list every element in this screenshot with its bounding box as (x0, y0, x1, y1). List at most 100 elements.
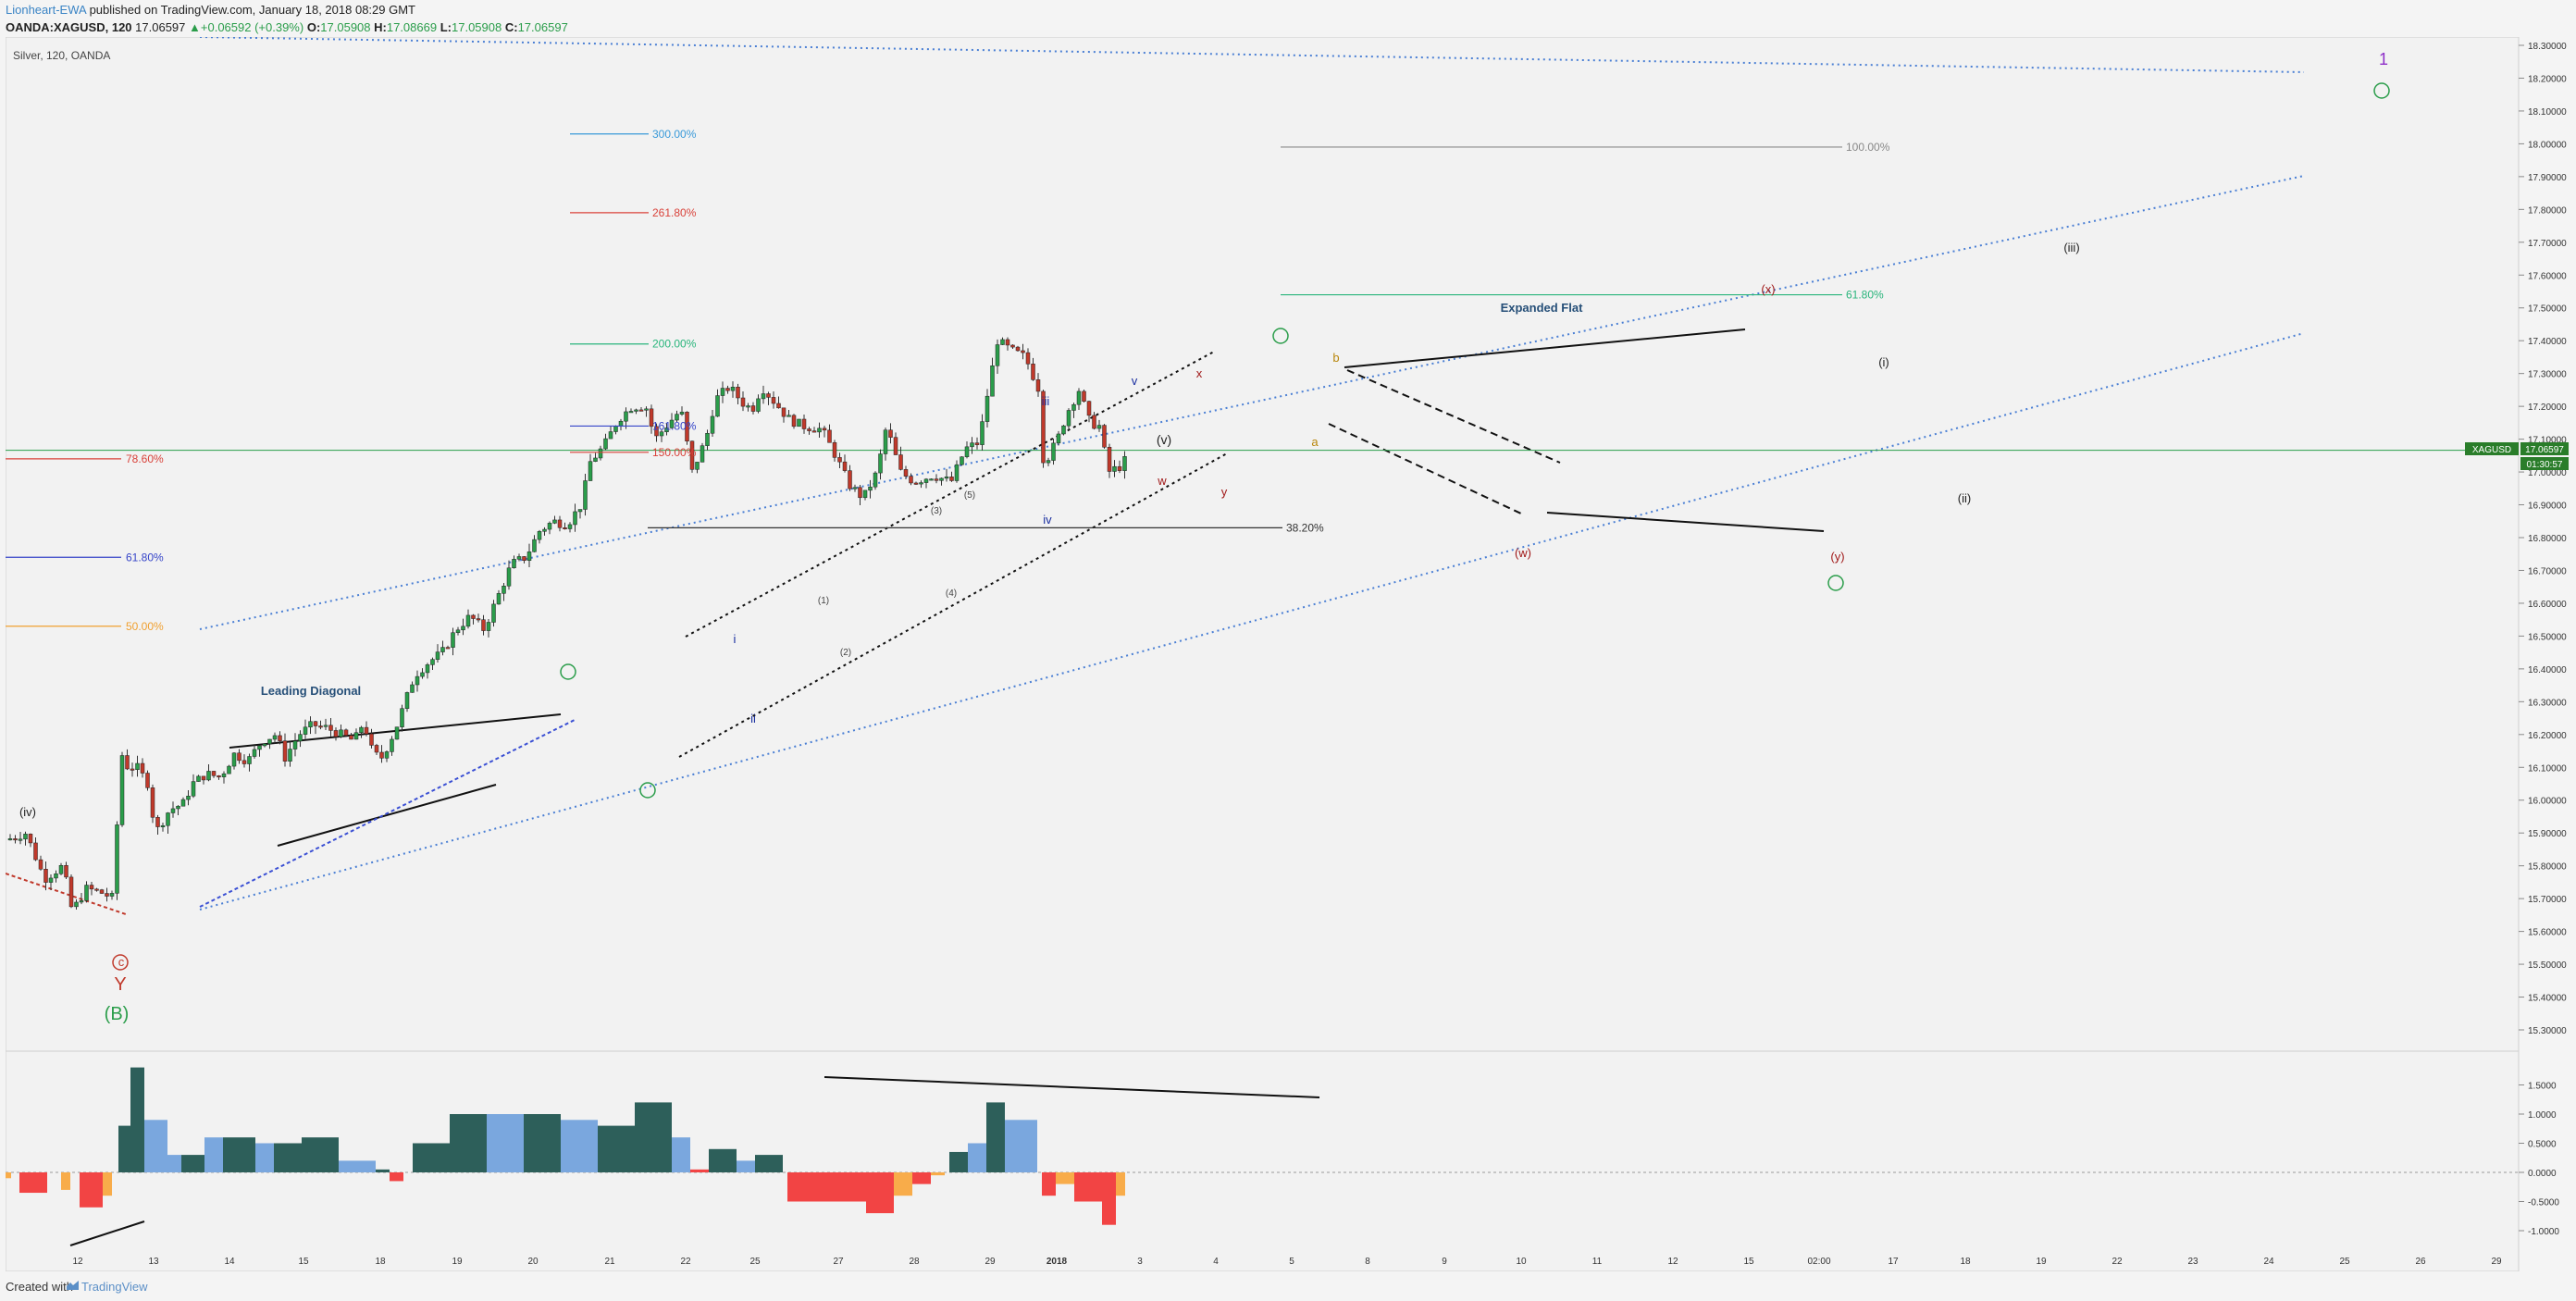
candle-body (1015, 346, 1021, 352)
candle-body (1102, 425, 1107, 448)
time-tick-label: 2018 (1046, 1257, 1068, 1267)
candle-body (776, 403, 781, 409)
candle-body (862, 489, 868, 499)
candle-body (404, 692, 410, 709)
wave-label: v (1132, 374, 1138, 388)
candle-body (282, 740, 288, 762)
candle-body (247, 756, 252, 764)
price-axis[interactable]: 18.30000 18.20000 18.10000 18.00000 17.90000… (2519, 42, 2567, 1036)
candle-body (135, 762, 140, 770)
price-tick-label: 17.60000 (2528, 271, 2567, 281)
wave-label: w (1157, 474, 1167, 488)
candle-body (394, 726, 400, 740)
candle-body (160, 824, 166, 827)
oscillator-bar (1074, 1172, 1102, 1202)
candle-body (888, 429, 893, 438)
price-tick-label: 17.10000 (2528, 436, 2567, 446)
candle-body (720, 388, 725, 396)
candle-body (522, 556, 526, 561)
candle-body (343, 729, 349, 737)
candle-body (547, 523, 552, 530)
author-link[interactable]: Lionheart-EWA (6, 3, 86, 17)
oscillator-bar (103, 1172, 112, 1196)
circled-label-mark (639, 782, 656, 799)
candle-body (761, 393, 766, 400)
candle-body (89, 885, 94, 890)
candle-body (710, 415, 715, 434)
candle-body (7, 838, 13, 841)
candle-body (980, 421, 985, 445)
time-tick-label: 25 (749, 1257, 761, 1267)
candle-body (649, 408, 654, 427)
tradingview-link[interactable]: TradingView (81, 1280, 148, 1294)
candle-body (985, 395, 990, 422)
candle-body (99, 889, 105, 894)
candle-body (115, 824, 119, 894)
oscillator-bar (949, 1151, 968, 1172)
candle-body (644, 408, 649, 411)
price-tick-label: 16.40000 (2528, 665, 2567, 675)
oscillator-bar (635, 1102, 672, 1172)
candle-body (68, 876, 74, 908)
time-tick-label: 15 (1743, 1257, 1754, 1267)
candle-body (1071, 403, 1076, 411)
candle-body (105, 893, 109, 897)
circled-label-mark (112, 954, 129, 971)
close-value: 17.06597 (517, 20, 568, 34)
candle-body (13, 838, 18, 841)
candle-body (537, 531, 542, 540)
price-tick-label: 17.20000 (2528, 403, 2567, 413)
oscillator-bar (1005, 1120, 1037, 1172)
candle-body (496, 593, 502, 605)
oscillator-bar (223, 1137, 255, 1172)
candle-body (58, 865, 64, 874)
candle-body (33, 842, 38, 861)
candle-body (1056, 433, 1061, 444)
candle-body (1031, 364, 1035, 380)
oscillator-bar (1102, 1172, 1116, 1225)
price-tick-label: 15.50000 (2528, 960, 2567, 971)
wave-label: (ii) (1958, 491, 1971, 505)
candle-body (410, 684, 415, 693)
high-value: 17.08669 (386, 20, 438, 34)
candle-body (420, 672, 425, 677)
wave-label: iv (1043, 513, 1052, 527)
candle-body (292, 740, 298, 750)
candle-body (323, 725, 328, 727)
candle-body (512, 559, 516, 569)
candle-body (43, 869, 48, 883)
candle-body (1010, 344, 1015, 348)
candle-body (257, 745, 262, 750)
wave-label: (iii) (2063, 241, 2079, 254)
candle-body (313, 721, 318, 726)
candle-body (1107, 447, 1112, 472)
candle-body (79, 900, 84, 903)
publish-line: Lionheart-EWA published on TradingView.c… (6, 1, 415, 19)
oscillator-bar (19, 1172, 47, 1194)
price-tick-label: 15.30000 (2528, 1026, 2567, 1036)
time-tick-label: 23 (2187, 1257, 2198, 1267)
candle-body (990, 366, 995, 397)
candle-body (563, 527, 567, 529)
time-axis[interactable]: 12 13 14 15 18 19 20 21 22 25 27 28 29 2018 3 4 5 8 9 10 11 1… (72, 1257, 2502, 1267)
candle-body (827, 429, 832, 443)
time-tick-label: 19 (452, 1257, 463, 1267)
price-tag-countdown: 01:30:57 (2527, 460, 2563, 470)
candle-body (359, 726, 364, 734)
fib-ext-label: 300.00% (652, 128, 697, 141)
candle-body (471, 614, 476, 619)
price-tag: XAGUSD 17.06597 01:30:57 (2465, 442, 2569, 470)
candle-body (28, 834, 33, 844)
oscillator-bar (144, 1120, 167, 1172)
candle-body (573, 511, 577, 526)
candle-body (807, 428, 811, 431)
candle-body (109, 893, 115, 897)
candle-body (878, 453, 883, 474)
candle-body (588, 461, 593, 481)
oscillator-bar (274, 1143, 302, 1172)
trend-line (1346, 369, 1561, 464)
wave-label: x (1196, 366, 1203, 380)
candle-body (756, 398, 761, 412)
candle-body (328, 725, 333, 731)
price-chart[interactable]: Silver, 120, OANDA 18.30000 18.20000 18.10… (6, 37, 2570, 1271)
